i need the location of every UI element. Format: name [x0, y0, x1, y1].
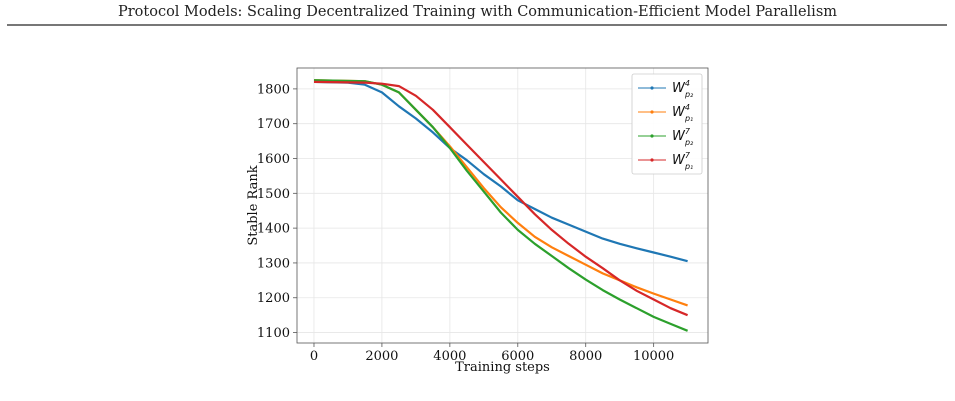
y-tick-label: 1800	[257, 82, 290, 97]
y-tick-label: 1500	[257, 187, 290, 202]
legend-item: W7 p₁	[638, 151, 693, 171]
legend-label: W7 p₁	[672, 151, 693, 171]
y-tick-label: 1200	[257, 291, 290, 306]
header-divider	[7, 24, 947, 26]
legend-label: W7 p₂	[672, 127, 694, 147]
x-axis-label: Training steps	[455, 360, 550, 375]
legend-label: W4 p₂	[672, 79, 694, 99]
plot-area-frame	[296, 67, 709, 344]
legend-label-sup: 7	[685, 127, 691, 136]
x-tick-label: 2000	[365, 349, 398, 364]
x-tick-label: 4000	[433, 349, 466, 364]
y-tick-label: 1400	[257, 222, 290, 237]
x-tick-label: 0	[310, 349, 318, 364]
y-tick-label: 1600	[257, 152, 290, 167]
y-tick-label: 1300	[257, 256, 290, 271]
legend-label-sub: p₁	[684, 114, 693, 123]
legend-marker	[650, 110, 654, 114]
paper-title: Protocol Models: Scaling Decentralized T…	[117, 4, 838, 20]
legend-label-base: W	[672, 129, 686, 144]
series-line-1	[313, 79, 688, 307]
x-tick-label: 6000	[501, 349, 534, 364]
legend-item: W4 p₁	[638, 103, 693, 123]
series-lines	[313, 79, 689, 332]
legend-label: W4 p₁	[672, 103, 693, 123]
legend-label-sub: p₁	[684, 162, 693, 171]
legend-marker	[650, 158, 654, 162]
legend-item: W4 p₂	[638, 79, 694, 99]
legend-label-sup: 7	[685, 151, 691, 160]
legend-label-sup: 4	[685, 103, 690, 112]
legend-label-sup: 4	[685, 79, 690, 88]
legend-label-sub: p₂	[684, 90, 694, 99]
legend-label-base: W	[672, 105, 686, 120]
x-axis-ticks: 0 2000 4000 6000 8000 10000	[310, 343, 674, 364]
legend-label-base: W	[672, 81, 686, 96]
series-line-2	[313, 79, 689, 332]
series-line-3	[313, 80, 689, 317]
y-axis-ticks: 1100 1200 1300 1400 1500 1600 1700 1800	[257, 82, 297, 341]
y-tick-label: 1100	[257, 326, 290, 341]
y-tick-label: 1700	[257, 117, 290, 132]
x-tick-label: 10000	[633, 349, 674, 364]
legend-label-base: W	[672, 153, 686, 168]
legend-marker	[650, 86, 654, 90]
page-header: Protocol Models: Scaling Decentralized T…	[0, 0, 955, 27]
legend-marker	[650, 134, 654, 138]
legend-item: W7 p₂	[638, 127, 694, 147]
x-tick-label: 8000	[569, 349, 602, 364]
legend-label-sub: p₂	[684, 138, 694, 147]
legend-box	[631, 73, 703, 175]
y-axis-label: Stable Rank	[246, 165, 261, 245]
series-line-0	[313, 80, 688, 263]
